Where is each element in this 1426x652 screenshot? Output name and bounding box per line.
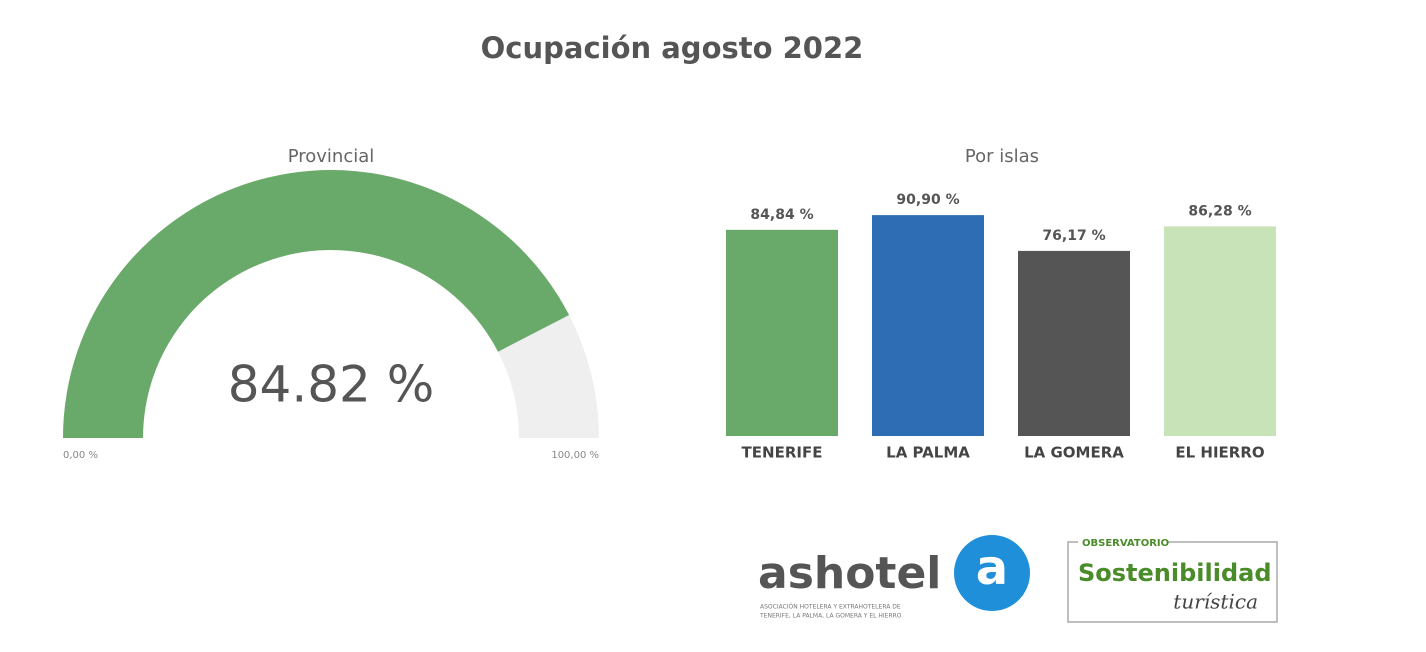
bar-title: Por islas (965, 146, 1039, 167)
page-title: Ocupación agosto 2022 (481, 31, 864, 65)
ashotel-icon: a (976, 540, 1008, 596)
turistica: turística (1173, 590, 1258, 614)
logo-box (1067, 541, 1278, 623)
ashotel-subtitle: TENERIFE, LA PALMA, LA GOMERA Y EL HIERR… (759, 613, 902, 620)
category-label: LA GOMERA (1024, 444, 1124, 462)
sostenibilidad: Sostenibilidad (1078, 559, 1272, 587)
bar-value-label: 90,90 % (896, 192, 959, 208)
gauge-value-label: 84.82 % (228, 356, 435, 414)
category-label: LA PALMA (886, 444, 970, 462)
ashotel-logo: ashotel a ASOCIACIÓN HOTELERA Y EXTRAHOT… (758, 535, 1030, 620)
bar (726, 229, 838, 436)
bar (1164, 226, 1276, 436)
gauge-value-arc (63, 169, 570, 438)
bar-value-label: 86,28 % (1188, 203, 1251, 219)
bar-value-label: 84,84 % (750, 207, 813, 223)
observatorio: OBSERVATORIO (1082, 538, 1169, 549)
category-label: EL HIERRO (1175, 444, 1264, 462)
ashotel-name: ashotel (758, 548, 941, 599)
bar-value-label: 76,17 % (1042, 228, 1105, 244)
observatorio-logo: OBSERVATORIO Sostenibilidad turística (1067, 536, 1278, 623)
gauge-title: Provincial (288, 146, 375, 167)
gauge-tick-label: 100,00 % (551, 450, 599, 461)
ashotel-subtitle: ASOCIACIÓN HOTELERA Y EXTRAHOTELERA DE (760, 604, 901, 611)
bar (872, 215, 984, 436)
bar (1018, 250, 1130, 436)
gauge-tick-label: 0,00 % (63, 450, 98, 461)
ashotel-icon-circle (954, 535, 1030, 611)
logo-gap (1078, 536, 1168, 548)
category-label: TENERIFE (742, 444, 823, 462)
